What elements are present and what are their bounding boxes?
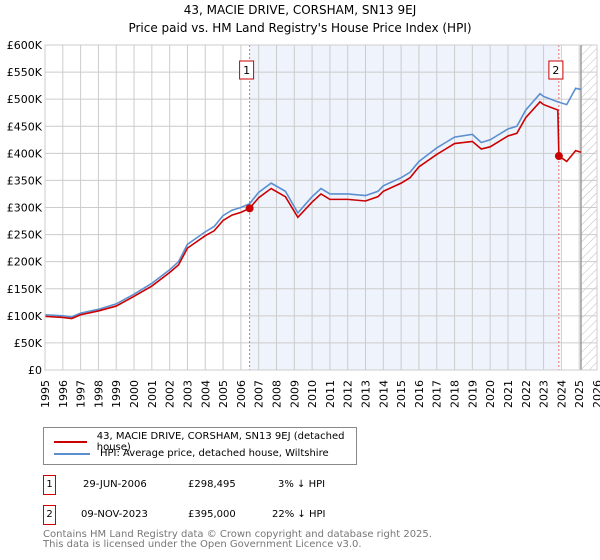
legend-swatch-red [54, 441, 87, 443]
transaction-hpi: 3% ↓ HPI [278, 479, 326, 490]
x-tick-label: 2002 [164, 380, 177, 408]
y-tick-label: £50K [14, 337, 43, 350]
x-tick-label: 2018 [449, 380, 462, 408]
x-tick-label: 2020 [484, 380, 497, 408]
y-tick-label: £500K [7, 93, 43, 106]
x-tick-label: 2001 [146, 380, 159, 408]
x-tick-label: 2017 [431, 380, 444, 408]
transaction-date: 09-NOV-2023 [81, 509, 148, 520]
x-tick-label: 2006 [235, 380, 248, 408]
x-tick-label: 2014 [377, 380, 390, 408]
x-tick-label: 1998 [92, 380, 105, 408]
chart-title: 43, MACIE DRIVE, CORSHAM, SN13 9EJ [184, 3, 417, 17]
x-tick-label: 2007 [253, 380, 266, 408]
x-tick-label: 2009 [288, 380, 301, 408]
hpi-line [44, 87, 582, 318]
x-tick-label: 2004 [199, 380, 212, 408]
x-tick-label: 2013 [360, 380, 373, 408]
x-tick-label: 1996 [57, 380, 70, 408]
x-tick-label: 2026 [591, 380, 600, 408]
x-tick-label: 2022 [520, 380, 533, 408]
y-tick-label: £100K [7, 310, 43, 323]
x-tick-label: 1999 [110, 380, 123, 408]
transaction-price: £298,495 [188, 479, 236, 490]
price-chart: 43, MACIE DRIVE, CORSHAM, SN13 9EJ Price… [7, 3, 600, 408]
x-tick-label: 1997 [75, 380, 88, 408]
legend: 43, MACIE DRIVE, CORSHAM, SN13 9EJ (deta… [43, 427, 357, 465]
x-tick-label: 2012 [342, 380, 355, 408]
annotation-box [548, 60, 564, 80]
y-tick-label: £350K [7, 174, 43, 187]
annotation-box [239, 60, 255, 80]
legend-label: HPI: Average price, detached house, Wilt… [100, 448, 329, 459]
y-tick-label: £150K [7, 283, 43, 296]
marker-badge: 2 [43, 505, 56, 525]
x-tick-label: 2023 [538, 380, 551, 408]
x-tick-label: 2003 [181, 380, 194, 408]
annotation-label: 2 [552, 64, 559, 77]
transaction-date: 29-JUN-2006 [83, 479, 147, 490]
transaction-row: 1 29-JUN-2006 £298,495 3% ↓ HPI [43, 475, 443, 495]
x-tick-label: 2011 [324, 380, 337, 408]
y-tick-label: £250K [7, 229, 43, 242]
y-tick-label: £550K [7, 66, 43, 79]
property-price-line [44, 100, 582, 320]
x-tick-label: 2008 [270, 380, 283, 408]
x-tick-label: 2010 [306, 380, 319, 408]
sale-point [245, 204, 254, 213]
x-tick-label: 2021 [502, 380, 515, 408]
x-tick-label: 2024 [555, 380, 568, 408]
chart-subtitle: Price paid vs. HM Land Registry's House … [128, 21, 471, 35]
transaction-row: 2 09-NOV-2023 £395,000 22% ↓ HPI [43, 505, 443, 525]
x-tick-label: 2025 [573, 380, 586, 408]
footer: Contains HM Land Registry data © Crown c… [43, 530, 432, 550]
footer-line: This data is licensed under the Open Gov… [43, 539, 362, 550]
x-tick-label: 2019 [466, 380, 479, 408]
y-tick-label: £450K [7, 120, 43, 133]
plot-border [44, 44, 598, 371]
legend-label: 43, MACIE DRIVE, CORSHAM, SN13 9EJ (deta… [96, 431, 345, 453]
y-tick-label: £300K [7, 202, 43, 215]
legend-item-hpi: HPI: Average price, detached house, Wilt… [54, 448, 329, 459]
y-tick-label: £200K [7, 256, 43, 269]
transaction-price: £395,000 [188, 509, 236, 520]
x-tick-label: 2015 [395, 380, 408, 408]
footer-line: Contains HM Land Registry data © Crown c… [43, 529, 432, 540]
transaction-hpi: 22% ↓ HPI [272, 509, 326, 520]
y-tick-label: £0 [28, 364, 42, 377]
annotation-label: 1 [243, 64, 250, 77]
legend-swatch-blue [54, 452, 90, 455]
marker-badge: 1 [43, 475, 56, 495]
x-tick-label: 1995 [39, 380, 52, 408]
x-tick-label: 2000 [128, 380, 141, 408]
x-tick-label: 2005 [217, 380, 230, 408]
y-tick-label: £400K [7, 147, 43, 160]
x-tick-label: 2016 [413, 380, 426, 408]
sale-point [554, 152, 563, 161]
y-tick-label: £600K [7, 39, 43, 52]
legend-item-property: 43, MACIE DRIVE, CORSHAM, SN13 9EJ (deta… [54, 431, 356, 453]
